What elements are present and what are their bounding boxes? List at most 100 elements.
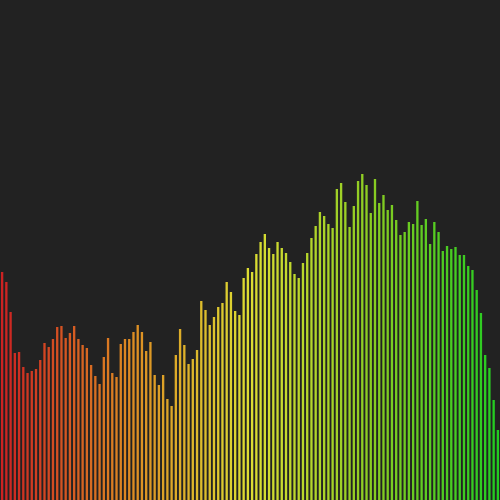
spectrum-bar xyxy=(157,385,161,500)
spectrum-bar xyxy=(77,339,80,500)
spectrum-bar xyxy=(136,325,139,500)
spectrum-bar xyxy=(348,227,351,500)
spectrum-bar xyxy=(255,254,258,500)
spectrum-bar xyxy=(149,342,152,500)
spectrum-bar xyxy=(378,203,381,500)
spectrum-bar xyxy=(352,206,355,500)
spectrum-bar xyxy=(174,355,178,500)
spectrum-bar xyxy=(399,235,402,500)
spectrum-bar xyxy=(81,345,84,500)
spectrum-bar xyxy=(178,329,182,500)
spectrum-bar xyxy=(39,360,42,500)
spectrum-bar xyxy=(344,202,347,500)
spectrum-bar xyxy=(30,371,33,500)
spectrum-bar xyxy=(492,400,495,500)
spectrum-bar xyxy=(327,224,330,500)
spectrum-bar xyxy=(365,185,368,500)
spectrum-bar xyxy=(382,195,385,500)
spectrum-bar xyxy=(51,339,55,500)
spectrum-bar xyxy=(161,375,165,500)
spectrum-bar xyxy=(0,272,4,500)
spectrum-bar xyxy=(85,348,89,500)
spectrum-bar xyxy=(297,278,300,500)
spectrum-bar xyxy=(335,189,339,500)
spectrum-bar xyxy=(488,368,491,500)
spectrum-bar xyxy=(441,251,444,500)
spectrum-bar xyxy=(43,343,46,500)
spectrum-bar xyxy=(170,406,173,500)
spectrum-bar xyxy=(102,357,105,500)
spectrum-bar xyxy=(191,359,194,500)
spectrum-bar xyxy=(356,181,360,500)
spectrum-bar xyxy=(200,301,203,500)
spectrum-bar xyxy=(9,312,12,500)
spectrum-bar xyxy=(225,282,228,500)
spectrum-bar xyxy=(458,255,461,500)
spectrum-bar xyxy=(238,315,241,500)
spectrum-bar xyxy=(373,179,377,500)
spectrum-bar xyxy=(420,225,423,500)
spectrum-bar xyxy=(471,270,474,500)
spectrum-bar xyxy=(259,242,262,500)
spectrum-bar xyxy=(318,212,322,500)
spectrum-bar xyxy=(339,183,343,500)
spectrum-bar xyxy=(293,274,296,500)
spectrum-bar xyxy=(26,373,29,500)
spectrum-bar xyxy=(119,344,122,500)
spectrum-bar xyxy=(306,253,309,500)
spectrum-bar xyxy=(64,338,67,500)
spectrum-bar xyxy=(454,247,457,500)
spectrum-bar xyxy=(94,376,97,500)
spectrum-bar xyxy=(56,327,59,500)
spectrum-bar xyxy=(242,278,245,500)
spectrum-bar xyxy=(386,210,389,500)
spectrum-bar xyxy=(17,352,21,500)
spectrum-bar xyxy=(145,351,148,500)
spectrum-bar xyxy=(132,332,135,500)
spectrum-bar xyxy=(111,373,114,500)
spectrum-bar xyxy=(22,367,25,500)
spectrum-bar xyxy=(98,384,101,500)
spectrum-bar xyxy=(72,326,76,500)
spectrum-bar xyxy=(250,272,254,500)
spectrum-bar xyxy=(272,254,275,500)
spectrum-bar xyxy=(390,205,394,500)
spectrum-bar xyxy=(106,338,110,500)
spectrum-bar xyxy=(115,377,118,500)
spectrum-bar xyxy=(437,232,440,500)
spectrum-bar xyxy=(263,234,266,500)
spectrum-bar xyxy=(221,303,224,500)
spectrum-bar xyxy=(496,430,500,500)
spectrum-bar xyxy=(301,263,305,500)
spectrum-bar xyxy=(128,339,131,500)
spectrum-bar xyxy=(234,311,237,500)
spectrum-bar xyxy=(407,222,411,500)
spectrum-bar xyxy=(123,339,127,500)
spectrum-bar xyxy=(246,268,250,500)
spectrum-bar xyxy=(47,347,50,500)
spectrum-bar xyxy=(331,228,334,500)
spectrum-bar xyxy=(479,313,483,500)
spectrum-bar xyxy=(433,222,436,500)
spectrum-bar xyxy=(411,224,415,500)
spectrum-bar xyxy=(462,255,466,500)
spectrum-bar xyxy=(395,220,398,500)
spectrum-bar xyxy=(13,353,16,500)
bar-series xyxy=(0,174,500,500)
spectrum-bar xyxy=(140,332,144,500)
spectrum-bar xyxy=(60,326,63,500)
spectrum-bar xyxy=(187,364,190,500)
spectrum-bar xyxy=(204,310,207,500)
spectrum-bar xyxy=(450,249,453,500)
spectrum-bar xyxy=(361,174,364,500)
spectrum-bar xyxy=(267,248,271,500)
spectrum-bar xyxy=(467,266,470,500)
spectrum-bar xyxy=(416,201,419,500)
spectrum-bar xyxy=(445,246,449,500)
spectrum-bar xyxy=(280,248,283,500)
spectrum-bar xyxy=(153,375,156,500)
spectrum-bar xyxy=(310,238,313,500)
spectrum-bar xyxy=(403,232,406,500)
spectrum-bar xyxy=(484,355,487,500)
